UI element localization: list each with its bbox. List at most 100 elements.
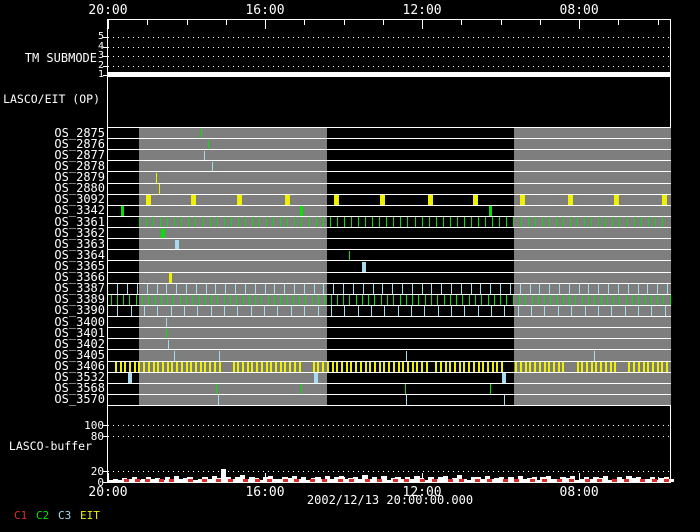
buffer-bar bbox=[197, 478, 203, 482]
data-mark bbox=[359, 362, 362, 372]
data-mark bbox=[197, 306, 199, 317]
data-mark bbox=[605, 217, 607, 228]
gray-band bbox=[513, 205, 671, 216]
data-mark bbox=[456, 295, 458, 305]
data-mark bbox=[485, 217, 487, 228]
data-mark bbox=[401, 284, 403, 294]
axis-tick bbox=[108, 20, 109, 29]
tm-ytick-label: 1 bbox=[97, 69, 104, 80]
buffer-bar bbox=[564, 478, 571, 482]
buffer-ytick bbox=[103, 425, 108, 426]
data-mark bbox=[355, 295, 357, 305]
data-mark bbox=[255, 295, 257, 305]
buffer-bar bbox=[291, 475, 298, 482]
os-row-label: OS_3366 bbox=[54, 270, 105, 285]
data-mark bbox=[198, 295, 200, 305]
data-mark bbox=[237, 362, 240, 372]
data-mark bbox=[266, 217, 268, 228]
axis-tick bbox=[422, 473, 423, 482]
os-row bbox=[108, 150, 671, 162]
buffer-ytick bbox=[103, 436, 108, 437]
c1-mark bbox=[392, 479, 398, 482]
data-mark bbox=[294, 217, 296, 228]
buffer-bar bbox=[239, 475, 246, 482]
data-mark bbox=[604, 362, 607, 372]
data-mark bbox=[161, 362, 164, 372]
gray-band bbox=[139, 150, 327, 161]
gray-band bbox=[139, 328, 327, 339]
data-mark bbox=[254, 284, 256, 294]
c1-mark bbox=[282, 479, 288, 482]
time-axis-label: 16:00 bbox=[245, 485, 285, 500]
data-mark bbox=[416, 362, 419, 372]
data-mark bbox=[520, 195, 526, 205]
data-mark bbox=[216, 384, 218, 394]
data-mark bbox=[191, 195, 197, 205]
data-mark bbox=[525, 295, 527, 305]
buffer-bar bbox=[484, 475, 491, 482]
data-mark bbox=[180, 362, 183, 372]
data-mark bbox=[669, 295, 671, 305]
data-mark bbox=[250, 306, 252, 317]
c1-mark bbox=[624, 479, 630, 482]
data-mark bbox=[518, 295, 520, 305]
data-mark bbox=[144, 306, 145, 317]
data-mark bbox=[534, 362, 537, 372]
data-mark bbox=[174, 217, 176, 228]
data-mark bbox=[474, 295, 476, 305]
data-mark bbox=[181, 217, 183, 228]
data-mark bbox=[147, 362, 150, 372]
os-row-label: OS_3387 bbox=[54, 281, 105, 296]
data-mark bbox=[284, 284, 286, 294]
os-row bbox=[108, 283, 671, 295]
c1-mark bbox=[376, 479, 382, 482]
os-row bbox=[108, 350, 671, 362]
data-mark bbox=[584, 217, 586, 228]
c1-mark bbox=[321, 479, 327, 482]
data-mark bbox=[588, 295, 590, 305]
data-mark bbox=[168, 339, 170, 350]
data-mark bbox=[443, 295, 445, 305]
data-mark bbox=[280, 217, 282, 228]
buffer-bar bbox=[527, 478, 533, 482]
buffer-bar bbox=[480, 479, 486, 482]
gray-band bbox=[513, 294, 671, 305]
data-mark bbox=[477, 306, 479, 317]
c1-mark bbox=[349, 479, 355, 482]
data-mark bbox=[562, 217, 564, 228]
data-mark bbox=[581, 295, 583, 305]
buffer-bar bbox=[489, 478, 495, 482]
data-mark bbox=[421, 362, 424, 372]
data-mark bbox=[165, 328, 167, 339]
data-mark bbox=[656, 362, 659, 372]
data-mark bbox=[489, 384, 491, 394]
data-mark bbox=[534, 217, 536, 228]
data-mark bbox=[127, 373, 132, 383]
axis-tick bbox=[579, 20, 580, 29]
data-mark bbox=[595, 362, 598, 372]
data-mark bbox=[454, 362, 457, 372]
buffer-bar bbox=[192, 479, 199, 482]
data-mark bbox=[355, 362, 358, 372]
data-mark bbox=[324, 295, 326, 305]
c1-mark bbox=[612, 479, 618, 482]
data-mark bbox=[188, 217, 190, 228]
data-mark bbox=[138, 217, 140, 228]
os-row-label: OS_3363 bbox=[54, 236, 105, 251]
legend: C1 C2 C3 EIT bbox=[0, 508, 700, 524]
data-mark bbox=[482, 362, 485, 372]
data-mark bbox=[156, 172, 158, 183]
data-mark bbox=[392, 284, 394, 294]
data-mark bbox=[544, 306, 546, 317]
data-mark bbox=[364, 362, 367, 372]
data-mark bbox=[251, 362, 254, 372]
os-row bbox=[108, 228, 671, 240]
data-mark bbox=[211, 161, 213, 172]
time-axis-label: 08:00 bbox=[559, 3, 599, 18]
gray-band bbox=[513, 139, 671, 150]
panel-label-lasco-eit-op: LASCO/EIT (OP) bbox=[3, 92, 100, 106]
data-mark bbox=[130, 306, 132, 317]
data-mark bbox=[557, 306, 559, 317]
data-mark bbox=[380, 295, 382, 305]
buffer-bar bbox=[206, 479, 213, 482]
